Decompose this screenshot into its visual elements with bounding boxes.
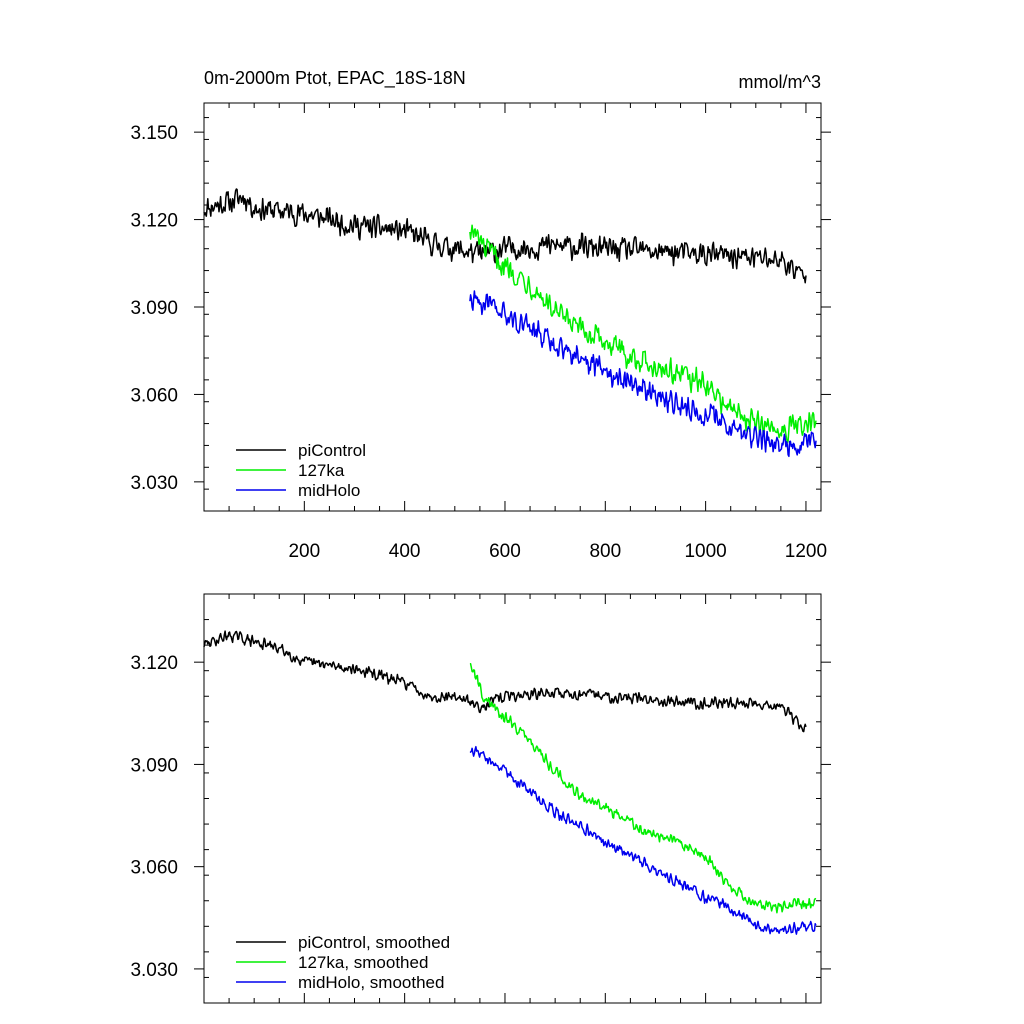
- units-label: mmol/m^3: [739, 72, 821, 92]
- x-tick-label: 800: [589, 541, 621, 562]
- legend-label-127ka-smoothed: 127ka, smoothed: [298, 953, 428, 972]
- series-line-127ka: [469, 224, 817, 444]
- bottom-plot-area: 3.030 3.060 3.090 3.120: [130, 593, 831, 1004]
- legend-label-midholo: midHolo: [298, 481, 360, 500]
- x-tick-label: 600: [489, 541, 521, 562]
- x-tick-label: 1200: [785, 541, 827, 562]
- x-tick-label: 400: [389, 541, 421, 562]
- top-legend: piControl 127ka midHolo: [236, 441, 366, 500]
- legend-label-picontrol: piControl: [298, 441, 366, 460]
- legend-label-midholo-smoothed: midHolo, smoothed: [298, 973, 444, 992]
- y-tick-label: 3.060: [130, 858, 178, 879]
- series-line-127ka: [469, 663, 817, 914]
- chart-title: 0m-2000m Ptot, EPAC_18S-18N: [204, 68, 466, 89]
- y-tick-label: 3.090: [130, 755, 178, 776]
- legend-label-127ka: 127ka: [298, 461, 345, 480]
- series-line-midholo: [469, 745, 817, 935]
- bottom-legend: piControl, smoothed 127ka, smoothed midH…: [236, 933, 450, 992]
- x-tick-label: 200: [288, 541, 320, 562]
- y-tick-label: 3.150: [130, 123, 178, 144]
- top-plot-area: 200 400 600 800 1000 1200 3.030 3.060 3.090 3.120…: [130, 102, 831, 562]
- top-panel: 0m-2000m Ptot, EPAC_18S-18N mmol/m^3 200…: [130, 68, 831, 562]
- y-tick-label: 3.030: [130, 960, 178, 981]
- series-line-picontrol: [203, 630, 807, 733]
- y-tick-label: 3.090: [130, 298, 178, 319]
- series-line-picontrol: [203, 188, 807, 284]
- bottom-panel: 3.030 3.060 3.090 3.120 piControl, smoothed…: [130, 593, 831, 1004]
- x-tick-label: 1000: [684, 541, 726, 562]
- y-tick-label: 3.060: [130, 385, 178, 406]
- y-tick-label: 3.030: [130, 473, 178, 494]
- series-line-midholo: [469, 290, 817, 458]
- y-tick-label: 3.120: [130, 211, 178, 232]
- legend-label-picontrol-smoothed: piControl, smoothed: [298, 933, 450, 952]
- y-tick-label: 3.120: [130, 653, 178, 674]
